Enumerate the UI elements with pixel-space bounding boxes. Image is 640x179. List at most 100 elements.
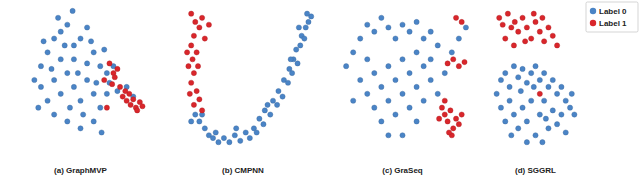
point xyxy=(194,88,199,93)
point xyxy=(270,98,275,103)
point xyxy=(351,50,356,55)
legend-label: Label 1 xyxy=(599,19,627,28)
point xyxy=(459,19,464,24)
legend-box xyxy=(586,2,638,32)
point xyxy=(58,91,63,96)
point xyxy=(189,43,194,48)
point xyxy=(518,88,523,93)
point xyxy=(135,108,140,113)
point xyxy=(303,25,308,30)
point xyxy=(197,119,202,124)
point xyxy=(520,15,525,20)
point xyxy=(507,84,512,89)
point xyxy=(216,140,221,145)
point xyxy=(81,112,86,117)
point xyxy=(190,57,195,62)
point xyxy=(511,112,516,117)
point xyxy=(379,119,384,124)
point xyxy=(516,75,521,80)
point xyxy=(131,97,136,102)
point xyxy=(189,80,194,85)
point xyxy=(268,112,273,117)
point xyxy=(456,64,461,69)
point xyxy=(414,84,419,89)
point xyxy=(75,70,80,75)
point xyxy=(407,29,412,34)
point xyxy=(365,22,370,27)
panel-title: (d) SGGRL xyxy=(515,166,556,175)
point xyxy=(446,130,451,135)
point xyxy=(546,126,551,131)
point xyxy=(358,36,363,41)
point xyxy=(193,112,198,117)
point xyxy=(546,25,551,30)
series-points xyxy=(344,15,469,138)
plot-area xyxy=(32,8,145,135)
point xyxy=(523,39,528,44)
point xyxy=(232,133,237,138)
point xyxy=(99,130,104,135)
point xyxy=(102,77,107,82)
point xyxy=(503,70,508,75)
point xyxy=(442,98,447,103)
point xyxy=(78,98,83,103)
point xyxy=(500,22,505,27)
point xyxy=(449,50,454,55)
point xyxy=(505,11,510,16)
point xyxy=(265,102,270,107)
point xyxy=(554,43,559,48)
point xyxy=(448,108,453,113)
point xyxy=(442,112,447,117)
point xyxy=(437,116,442,121)
point xyxy=(186,64,191,69)
point xyxy=(189,11,194,16)
point xyxy=(298,43,303,48)
figure: (a) GraphMVP(b) CMPNN(c) GraSeq(d) SGGRL… xyxy=(0,0,640,179)
series-points xyxy=(497,11,560,96)
point xyxy=(71,57,76,62)
point xyxy=(386,25,391,30)
point xyxy=(533,64,538,69)
point xyxy=(115,66,120,71)
point xyxy=(199,108,204,113)
point xyxy=(187,91,192,96)
point xyxy=(32,77,37,82)
point xyxy=(407,105,412,110)
point xyxy=(524,119,529,124)
plot-area xyxy=(494,11,577,145)
point xyxy=(529,98,534,103)
point xyxy=(414,50,419,55)
point xyxy=(189,119,194,124)
point xyxy=(52,112,57,117)
point xyxy=(84,61,89,66)
point xyxy=(442,70,447,75)
point xyxy=(531,84,536,89)
panel-title: (a) GraphMVP xyxy=(54,166,108,175)
point xyxy=(191,33,196,38)
point xyxy=(445,61,450,66)
point xyxy=(509,25,514,30)
point xyxy=(285,80,290,85)
point xyxy=(550,33,555,38)
point xyxy=(516,29,521,34)
point xyxy=(540,140,545,145)
point xyxy=(199,15,204,20)
point xyxy=(428,57,433,62)
point xyxy=(197,25,202,30)
point xyxy=(421,98,426,103)
point xyxy=(254,130,259,135)
point xyxy=(393,77,398,82)
point xyxy=(65,70,70,75)
point xyxy=(414,119,419,124)
point xyxy=(569,91,574,96)
point xyxy=(572,112,577,117)
series-points xyxy=(102,61,145,113)
point xyxy=(306,19,311,24)
point xyxy=(120,94,125,99)
point xyxy=(41,39,46,44)
point xyxy=(435,91,440,96)
plot-area xyxy=(344,15,469,138)
point xyxy=(407,70,412,75)
point xyxy=(537,91,542,96)
point xyxy=(98,105,103,110)
